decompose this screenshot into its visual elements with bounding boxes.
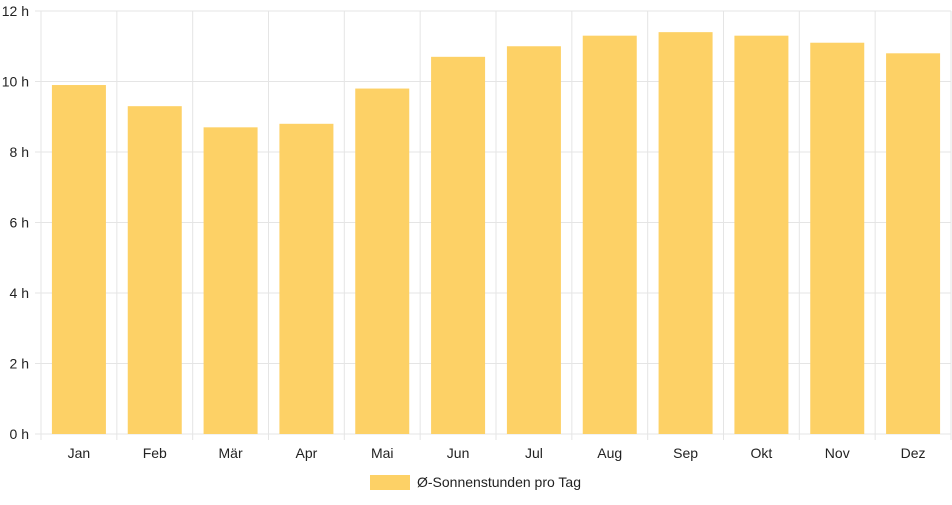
x-tick-label: Mai <box>371 445 394 461</box>
x-tick-label: Jun <box>447 445 470 461</box>
x-tick-label: Jul <box>525 445 543 461</box>
y-axis-ticks: 0 h 2 h 4 h 6 h 8 h 10 h 12 h <box>2 3 29 442</box>
bar-jul[interactable] <box>506 46 561 434</box>
bar-aug[interactable] <box>582 35 637 435</box>
bar-okt[interactable] <box>734 35 789 435</box>
x-tick-label: Okt <box>751 445 773 461</box>
x-tick-label: Aug <box>597 445 622 461</box>
x-tick-label: Nov <box>825 445 850 461</box>
legend-label[interactable]: Ø-Sonnenstunden pro Tag <box>417 474 581 490</box>
x-axis-ticks: Jan Feb Mär Apr Mai Jun Jul Aug Sep Okt Nov Dez <box>68 445 926 461</box>
x-tick-label: Jan <box>68 445 91 461</box>
grid-lines <box>35 10 952 440</box>
bar-feb[interactable] <box>127 106 182 435</box>
bar-jun[interactable] <box>431 56 486 434</box>
y-tick-label: 10 h <box>2 74 29 90</box>
bar-mär[interactable] <box>203 127 258 434</box>
y-tick-label: 0 h <box>10 426 29 442</box>
x-tick-label: Feb <box>143 445 167 461</box>
legend[interactable]: Ø-Sonnenstunden pro Tag <box>370 474 581 490</box>
y-tick-label: 6 h <box>10 215 29 231</box>
bar-nov[interactable] <box>810 42 865 434</box>
bar-dez[interactable] <box>886 53 941 435</box>
x-tick-label: Dez <box>901 445 926 461</box>
bar-jan[interactable] <box>51 85 106 435</box>
y-tick-label: 2 h <box>10 356 29 372</box>
bar-mai[interactable] <box>355 88 410 435</box>
y-tick-label: 8 h <box>10 144 29 160</box>
y-tick-label: 4 h <box>10 285 29 301</box>
legend-swatch[interactable] <box>370 475 410 490</box>
x-tick-label: Apr <box>296 445 318 461</box>
x-tick-label: Sep <box>673 445 698 461</box>
bar-sep[interactable] <box>658 32 713 435</box>
y-tick-label: 12 h <box>2 3 29 19</box>
bars <box>51 32 941 435</box>
bar-apr[interactable] <box>279 123 334 435</box>
x-tick-label: Mär <box>219 445 243 461</box>
